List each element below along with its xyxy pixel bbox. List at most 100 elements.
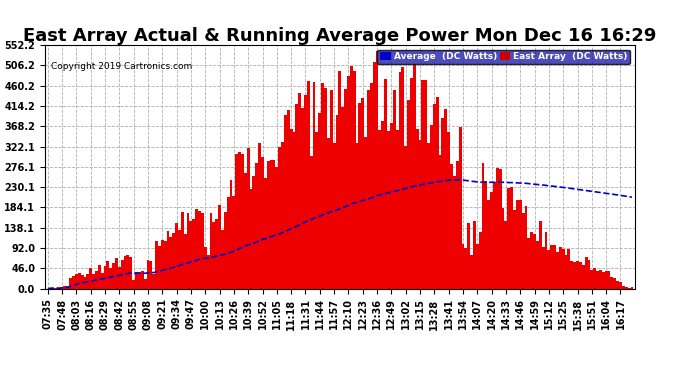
Bar bbox=[195, 209, 198, 289]
Bar bbox=[596, 271, 599, 289]
Bar bbox=[430, 125, 433, 289]
Bar bbox=[456, 161, 459, 289]
Bar bbox=[49, 288, 52, 289]
Bar bbox=[384, 80, 387, 289]
Bar bbox=[476, 244, 479, 289]
Bar bbox=[258, 142, 261, 289]
Bar bbox=[227, 197, 230, 289]
Bar bbox=[106, 261, 109, 289]
Bar bbox=[313, 82, 315, 289]
Bar bbox=[375, 51, 379, 289]
Bar bbox=[198, 211, 201, 289]
Bar bbox=[310, 156, 313, 289]
Text: Copyright 2019 Cartronics.com: Copyright 2019 Cartronics.com bbox=[51, 62, 192, 71]
Bar bbox=[204, 247, 207, 289]
Bar bbox=[135, 273, 138, 289]
Bar bbox=[270, 160, 273, 289]
Bar bbox=[152, 274, 155, 289]
Bar bbox=[63, 286, 66, 289]
Bar bbox=[427, 144, 430, 289]
Bar bbox=[304, 95, 307, 289]
Bar bbox=[407, 100, 410, 289]
Bar bbox=[101, 273, 104, 289]
Bar bbox=[318, 113, 322, 289]
Bar bbox=[92, 273, 95, 289]
Bar bbox=[241, 154, 244, 289]
Bar bbox=[591, 270, 593, 289]
Bar bbox=[247, 148, 250, 289]
Bar bbox=[464, 248, 467, 289]
Bar bbox=[608, 271, 611, 289]
Bar bbox=[453, 176, 456, 289]
Bar bbox=[115, 258, 118, 289]
Bar bbox=[602, 272, 604, 289]
Bar bbox=[467, 223, 470, 289]
Bar bbox=[178, 230, 181, 289]
Bar bbox=[556, 252, 559, 289]
Bar bbox=[284, 115, 287, 289]
Bar bbox=[144, 279, 146, 289]
Bar bbox=[330, 90, 333, 289]
Bar bbox=[129, 257, 132, 289]
Bar bbox=[419, 140, 422, 289]
Bar bbox=[370, 83, 373, 289]
Bar bbox=[504, 221, 507, 289]
Bar bbox=[69, 278, 72, 289]
Bar bbox=[301, 108, 304, 289]
Bar bbox=[141, 272, 144, 289]
Bar bbox=[399, 72, 402, 289]
Bar bbox=[333, 143, 335, 289]
Bar bbox=[404, 146, 407, 289]
Bar bbox=[564, 255, 567, 289]
Bar bbox=[207, 255, 210, 289]
Bar bbox=[261, 157, 264, 289]
Bar bbox=[138, 272, 141, 289]
Bar bbox=[98, 265, 101, 289]
Bar bbox=[221, 230, 224, 289]
Bar bbox=[184, 234, 186, 289]
Bar bbox=[588, 260, 591, 289]
Bar bbox=[324, 88, 327, 289]
Bar bbox=[335, 116, 338, 289]
Bar bbox=[342, 106, 344, 289]
Bar bbox=[186, 213, 190, 289]
Bar bbox=[519, 200, 522, 289]
Bar bbox=[462, 244, 464, 289]
Bar bbox=[611, 278, 613, 289]
Bar bbox=[347, 76, 350, 289]
Bar bbox=[459, 127, 462, 289]
Bar bbox=[487, 200, 490, 289]
Bar bbox=[536, 241, 539, 289]
Bar bbox=[146, 261, 149, 289]
Bar bbox=[539, 220, 542, 289]
Bar bbox=[275, 167, 278, 289]
Bar bbox=[447, 132, 450, 289]
Bar bbox=[373, 62, 375, 289]
Bar bbox=[166, 231, 170, 289]
Bar bbox=[52, 288, 55, 289]
Bar bbox=[395, 130, 399, 289]
Bar bbox=[124, 256, 126, 289]
Bar bbox=[571, 261, 573, 289]
Bar bbox=[544, 232, 547, 289]
Bar bbox=[233, 196, 235, 289]
Bar bbox=[230, 180, 233, 289]
Bar bbox=[522, 213, 524, 289]
Bar bbox=[338, 72, 342, 289]
Bar bbox=[86, 274, 89, 289]
Bar bbox=[322, 82, 324, 289]
Bar bbox=[390, 123, 393, 289]
Bar bbox=[267, 161, 270, 289]
Title: East Array Actual & Running Average Power Mon Dec 16 16:29: East Array Actual & Running Average Powe… bbox=[23, 27, 656, 45]
Bar bbox=[622, 285, 624, 289]
Bar bbox=[619, 282, 622, 289]
Bar bbox=[436, 97, 439, 289]
Bar bbox=[238, 152, 241, 289]
Bar bbox=[510, 187, 513, 289]
Bar bbox=[181, 212, 184, 289]
Bar bbox=[604, 272, 608, 289]
Bar bbox=[499, 169, 502, 289]
Bar bbox=[579, 262, 582, 289]
Bar bbox=[573, 262, 576, 289]
Bar bbox=[382, 120, 384, 289]
